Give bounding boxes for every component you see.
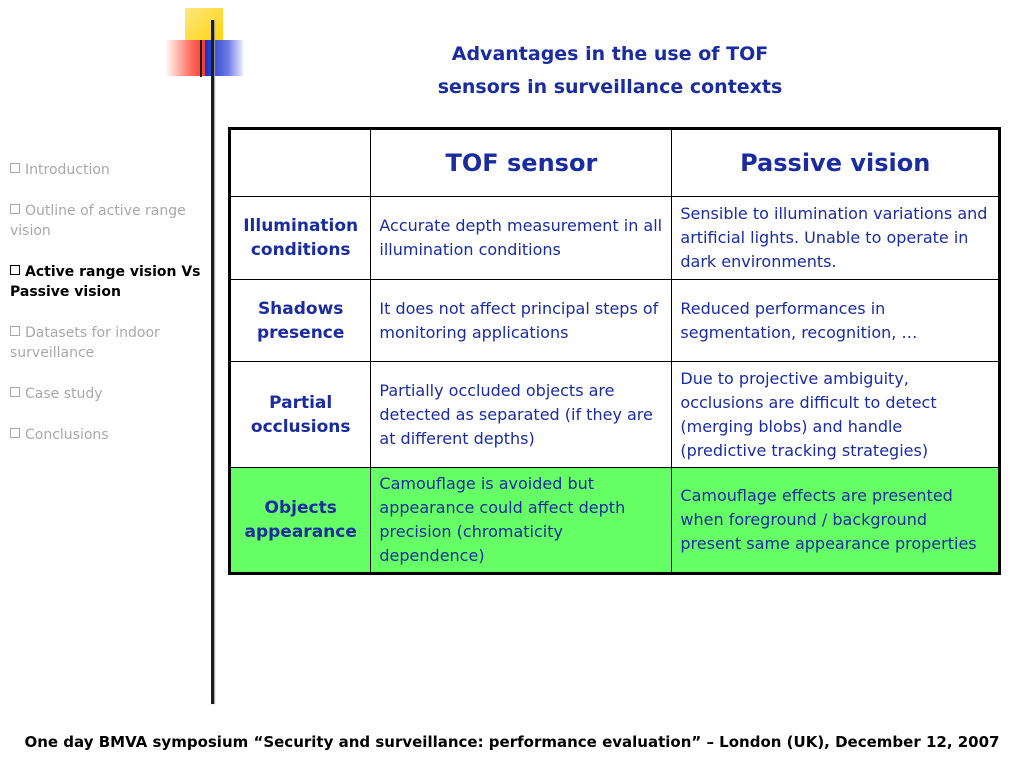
nav-item-active-vs-passive[interactable]: Active range vision Vs Passive vision — [10, 262, 210, 302]
checkbox-icon — [10, 163, 20, 173]
nav-item-label: Case study — [25, 386, 103, 402]
passive-cell: Sensible to illumination variations and … — [671, 196, 1000, 280]
nav-item-label: Active range vision Vs Passive vision — [10, 264, 201, 300]
table-row: Illumination conditions Accurate depth m… — [228, 196, 1000, 280]
tof-cell: Partially occluded objects are detected … — [370, 361, 673, 468]
nav-item-label: Outline of active range vision — [10, 203, 186, 239]
table-header-row: TOF sensor Passive vision — [228, 128, 1000, 197]
header-empty-cell — [228, 128, 372, 197]
passive-cell: Reduced performances in segmentation, re… — [671, 279, 1000, 362]
checkbox-icon — [10, 428, 20, 438]
checkbox-icon — [10, 204, 20, 214]
nav-item-case-study[interactable]: Case study — [10, 384, 210, 404]
nav-item-introduction[interactable]: Introduction — [10, 160, 210, 180]
title-line-1: Advantages in the use of TOF — [451, 43, 769, 65]
tof-cell: Camouflage is avoided but appearance cou… — [370, 467, 673, 574]
footer-caption: One day BMVA symposium “Security and sur… — [24, 733, 1000, 751]
checkbox-icon — [10, 326, 20, 336]
outline-nav: Introduction Outline of active range vis… — [10, 160, 210, 466]
checkbox-icon — [10, 265, 20, 275]
nav-item-conclusions[interactable]: Conclusions — [10, 425, 210, 445]
title-line-2: sensors in surveillance contexts — [437, 76, 783, 98]
checkbox-icon — [10, 387, 20, 397]
comparison-table: TOF sensor Passive vision Illumination c… — [228, 127, 1001, 575]
table-row: Shadows presence It does not affect prin… — [228, 279, 1000, 362]
table-row-highlighted: Objects appearance Camouflage is avoided… — [228, 467, 1000, 574]
nav-item-datasets[interactable]: Datasets for indoor surveillance — [10, 323, 210, 363]
row-label: Objects appearance — [228, 467, 372, 574]
passive-cell: Camouflage effects are presented when fo… — [671, 467, 1000, 574]
tof-cell: It does not affect principal steps of mo… — [370, 279, 673, 362]
row-label: Partial occlusions — [228, 361, 372, 468]
vertical-divider — [211, 20, 214, 704]
passive-cell: Due to projective ambiguity, occlusions … — [671, 361, 1000, 468]
logo — [165, 8, 245, 78]
nav-item-outline[interactable]: Outline of active range vision — [10, 201, 210, 241]
tof-cell: Accurate depth measurement in all illumi… — [370, 196, 673, 280]
row-label: Shadows presence — [228, 279, 372, 362]
table-row: Partial occlusions Partially occluded ob… — [228, 361, 1000, 468]
row-label: Illumination conditions — [228, 196, 372, 280]
header-passive-vision: Passive vision — [671, 128, 1000, 197]
header-tof-sensor: TOF sensor — [370, 128, 673, 197]
logo-divider — [200, 40, 202, 77]
nav-item-label: Datasets for indoor surveillance — [10, 325, 160, 361]
nav-item-label: Conclusions — [25, 427, 109, 443]
nav-item-label: Introduction — [25, 162, 110, 178]
slide-title: Advantages in the use of TOF sensors in … — [380, 38, 840, 104]
